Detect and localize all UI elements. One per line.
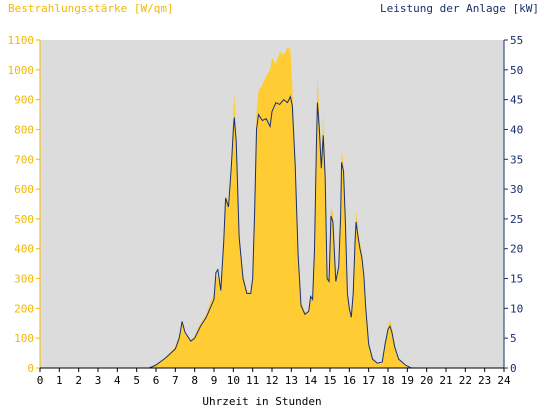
x-tick-label: 14	[304, 374, 318, 387]
x-tick-label: 5	[133, 374, 140, 387]
x-tick-label: 8	[191, 374, 198, 387]
x-axis-title: Uhrzeit in Stunden	[202, 395, 321, 408]
x-tick-label: 6	[153, 374, 160, 387]
y-right-tick-label: 45	[510, 94, 523, 107]
x-tick-label: 10	[227, 374, 240, 387]
x-tick-label: 0	[37, 374, 44, 387]
y-left-tick-label: 900	[14, 94, 34, 107]
y-right-tick-label: 15	[510, 273, 523, 286]
power-line	[40, 95, 504, 369]
y-left-tick-label: 300	[14, 273, 34, 286]
y-left-tick-label: 1000	[8, 64, 35, 77]
y-right-tick-label: 20	[510, 243, 523, 256]
y-left-ticks: 0 100 200 300 400 500 600 700 800 900 1000 1100	[8, 34, 40, 375]
x-tick-label: 20	[420, 374, 433, 387]
y-left-tick-label: 400	[14, 243, 34, 256]
x-tick-label: 11	[246, 374, 259, 387]
y-left-tick-label: 500	[14, 213, 34, 226]
y-right-tick-label: 50	[510, 64, 523, 77]
y-right-ticks: 0 5 10 15 20 25 30 35 40 45 50 55	[504, 34, 523, 375]
x-tick-label: 22	[459, 374, 472, 387]
x-tick-label: 2	[75, 374, 82, 387]
x-tick-label: 12	[265, 374, 278, 387]
y-left-tick-label: 0	[27, 362, 34, 375]
x-tick-label: 13	[285, 374, 298, 387]
x-tick-label: 4	[114, 374, 121, 387]
y-right-tick-label: 0	[510, 362, 517, 375]
y-left-tick-label: 800	[14, 123, 34, 136]
y-right-tick-label: 5	[510, 332, 517, 345]
x-tick-label: 24	[497, 374, 511, 387]
y-right-tick-label: 30	[510, 183, 523, 196]
y-right-tick-label: 35	[510, 153, 523, 166]
x-tick-label: 19	[401, 374, 414, 387]
x-tick-label: 16	[343, 374, 356, 387]
y-left-tick-label: 700	[14, 153, 34, 166]
x-tick-label: 1	[56, 374, 63, 387]
y-right-tick-label: 10	[510, 302, 523, 315]
y-left-tick-label: 1100	[8, 34, 35, 47]
x-tick-label: 18	[381, 374, 394, 387]
series-layer	[40, 47, 504, 369]
x-tick-label: 7	[172, 374, 179, 387]
x-tick-label: 15	[323, 374, 336, 387]
y-right-tick-label: 55	[510, 34, 523, 47]
y-right-tick-label: 25	[510, 213, 523, 226]
y-left-tick-label: 600	[14, 183, 34, 196]
x-tick-label: 3	[95, 374, 102, 387]
y-left-tick-label: 100	[14, 332, 34, 345]
y-right-tick-label: 40	[510, 123, 523, 136]
y-left-tick-label: 200	[14, 302, 34, 315]
x-tick-label: 9	[211, 374, 218, 387]
y-left-axis-title: Bestrahlungsstärke [W/qm]	[8, 2, 174, 15]
x-ticks: 0 1 2 3 4 5 6 7 8 9 10 11 12 13 14 15 16 17 18 19 20 21 22 23 24	[37, 368, 511, 387]
x-tick-label: 23	[478, 374, 491, 387]
x-tick-label: 21	[439, 374, 452, 387]
irradiance-area	[40, 47, 504, 368]
x-tick-label: 17	[362, 374, 375, 387]
y-right-axis-title: Leistung der Anlage [kW]	[380, 2, 539, 15]
